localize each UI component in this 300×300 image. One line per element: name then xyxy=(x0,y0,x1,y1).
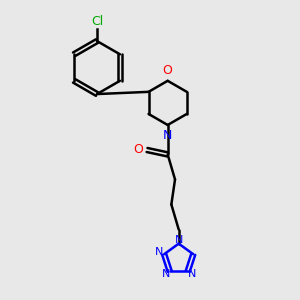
Text: O: O xyxy=(163,64,172,77)
Text: N: N xyxy=(155,248,164,257)
Text: N: N xyxy=(175,235,183,244)
Text: N: N xyxy=(163,128,172,142)
Text: Cl: Cl xyxy=(91,15,103,28)
Text: N: N xyxy=(161,269,170,279)
Text: N: N xyxy=(188,269,196,279)
Text: O: O xyxy=(134,143,143,157)
